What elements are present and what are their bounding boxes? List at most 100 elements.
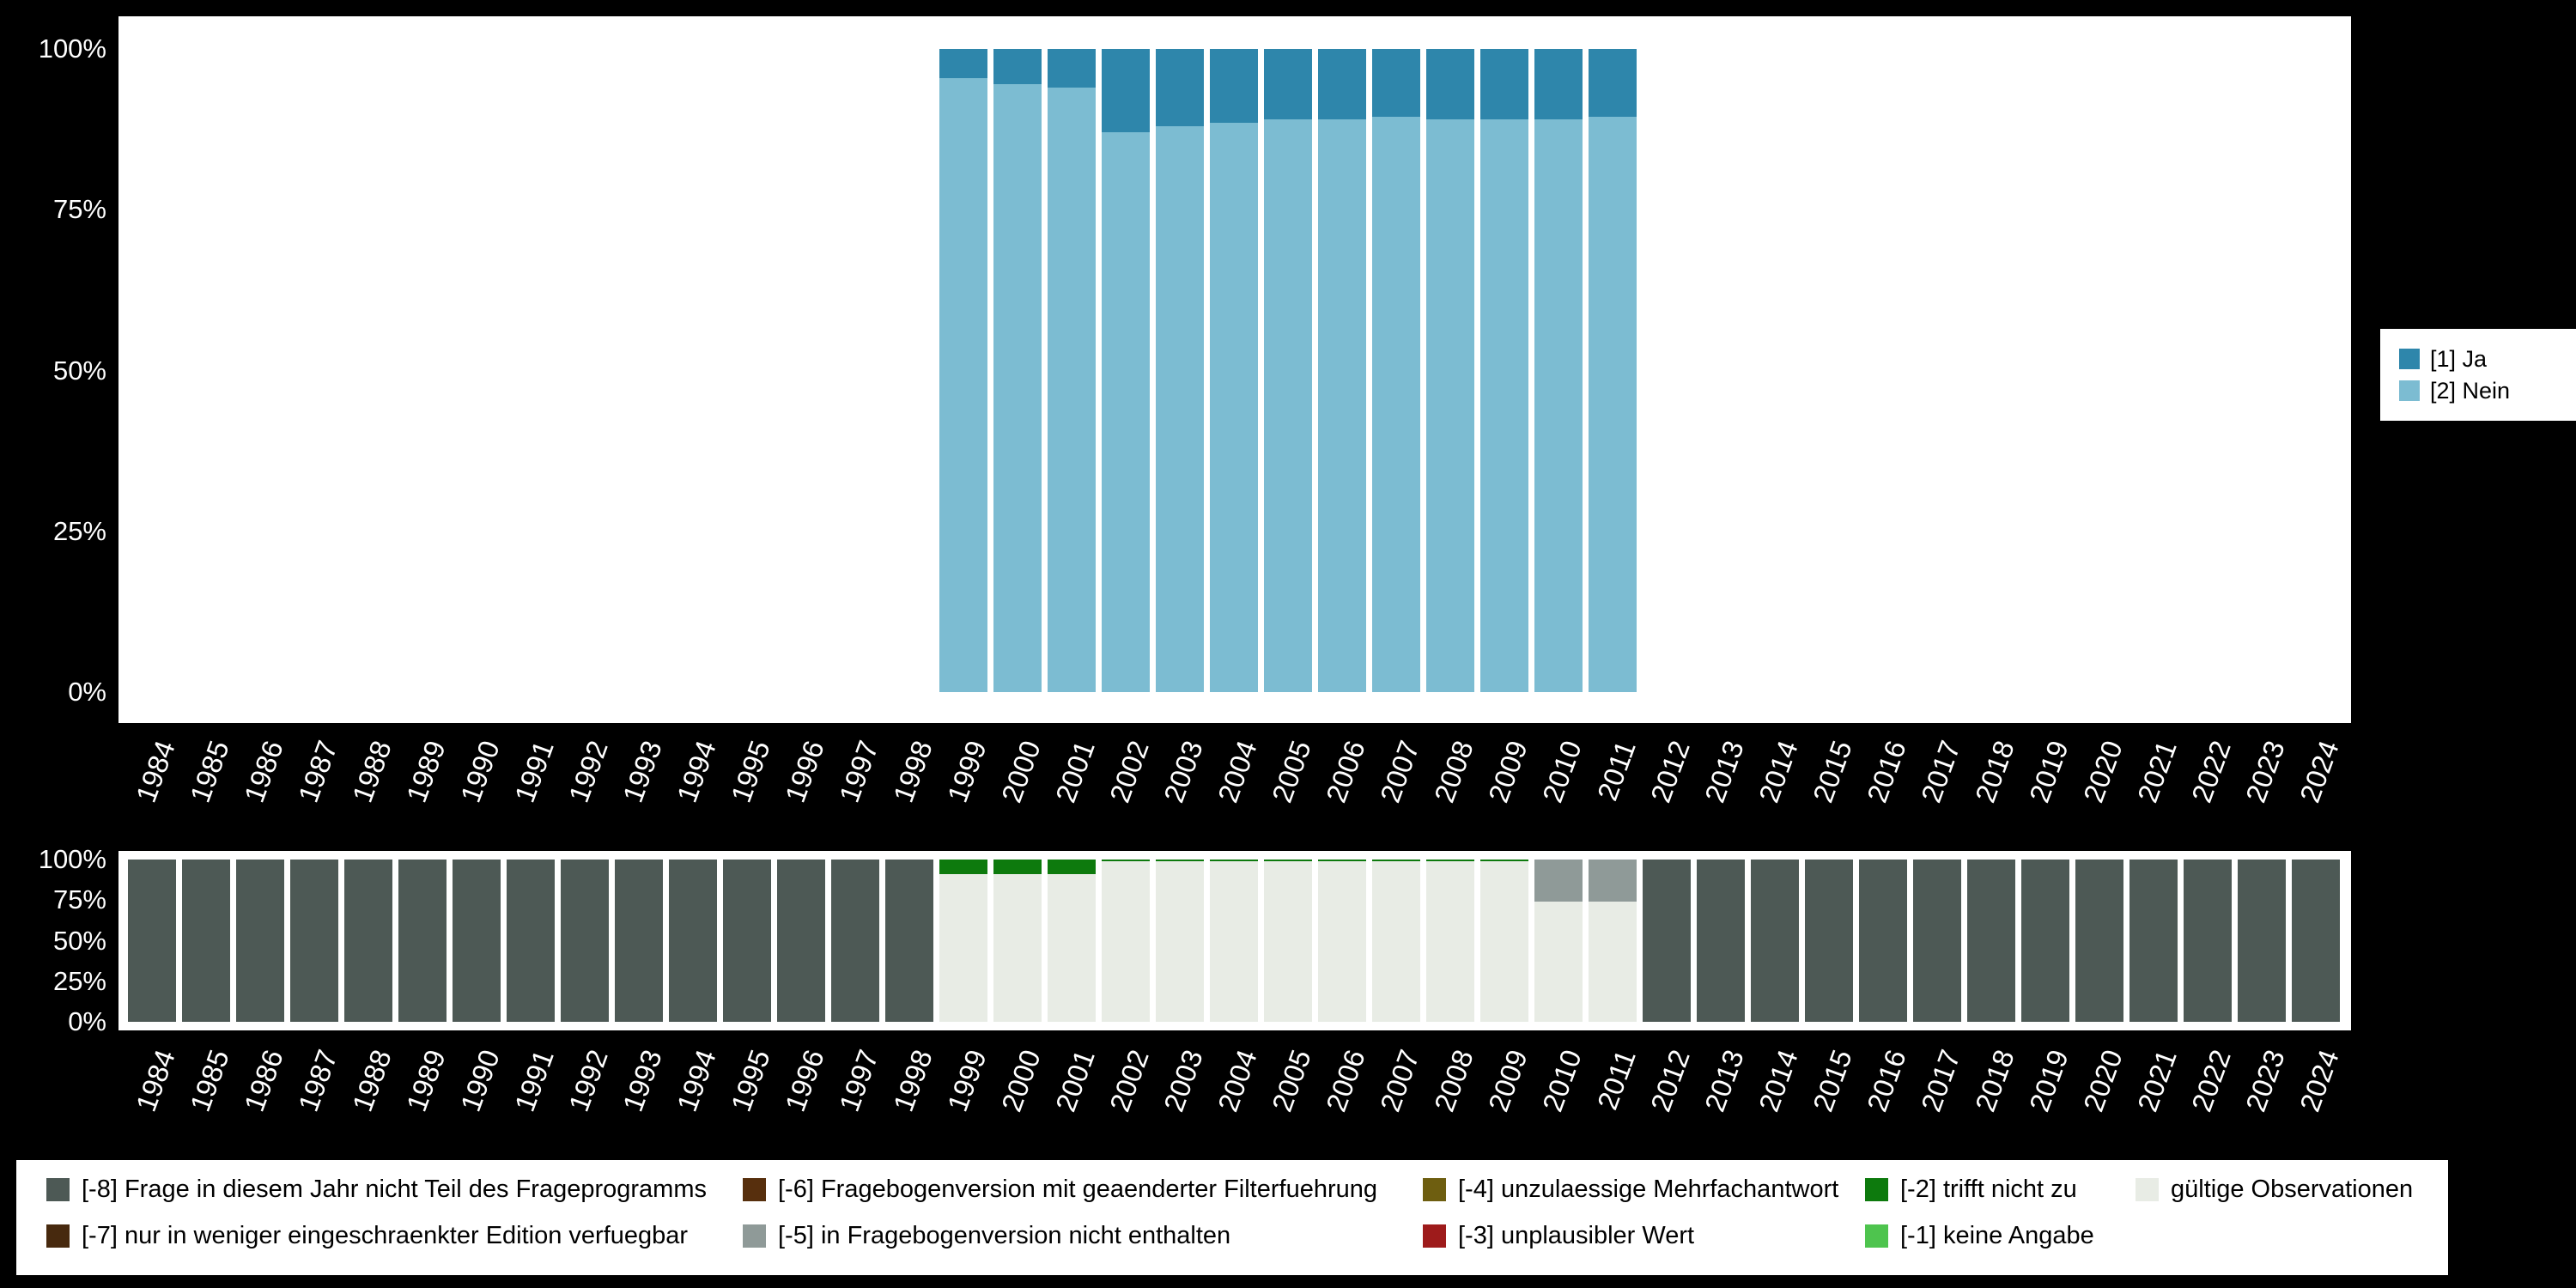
bar-segment [1426,119,1474,692]
bar-segment [1589,902,1637,1022]
legend-color-swatch [2399,380,2420,401]
legend-label: [-2] trifft nicht zu [1900,1175,2077,1203]
bar-segment [1210,860,1258,1022]
bar-segment [1156,125,1204,692]
bar-segment [993,49,1042,85]
bar-segment [1480,860,1528,1022]
missing-legend-item: [-7] nur in weniger eingeschraenkter Edi… [46,1218,688,1253]
bar-segment [1156,860,1204,1022]
legend-color-swatch [1423,1177,1446,1201]
bar-segment [939,77,987,692]
legend-color-swatch [46,1224,70,1248]
y-tick-label: 0% [68,1006,106,1036]
bar-segment [128,860,176,1022]
missing-codes-legend: [-8] Frage in diesem Jahr nicht Teil des… [16,1160,2448,1275]
bar-segment [1048,87,1096,692]
bar-segment [1426,860,1474,861]
bar-segment [1264,119,1312,692]
bar-segment [1859,860,1907,1022]
y-tick-label: 25% [52,515,106,546]
legend-label: [-3] unplausibler Wert [1458,1221,1695,1249]
bar-segment [1102,860,1150,1022]
bar-segment [1372,116,1420,692]
bar-segment [1534,49,1583,120]
legend-label: [1] Ja [2430,345,2488,372]
bar-segment [939,874,987,1022]
legend-label: gültige Observationen [2171,1175,2414,1203]
bar-segment [1102,49,1150,133]
series-legend-item: [2] Nein [2399,378,2576,404]
bar-segment [1426,860,1474,1022]
legend-color-swatch [1865,1177,1888,1201]
answers-chart-panel [118,16,2351,723]
bar-segment [939,49,987,78]
bar-segment [615,860,663,1022]
bar-segment [1480,119,1528,692]
bar-segment [1048,49,1096,88]
legend-color-swatch [743,1177,766,1201]
bar-segment [1210,860,1258,861]
bar-segment [1480,860,1528,861]
bar-segment [1751,860,1799,1022]
bar-segment [723,860,771,1022]
missing-legend-item: [-3] unplausibler Wert [1423,1218,1694,1253]
legend-color-swatch [2399,349,2420,369]
y-tick-label: 25% [52,965,106,996]
bar-segment [507,860,555,1022]
legend-label: [-6] Fragebogenversion mit geaenderter F… [778,1175,1377,1203]
bar-segment [1318,860,1366,861]
bar-segment [2184,860,2232,1022]
bar-segment [1156,49,1204,126]
y-tick-label: 100% [38,844,106,874]
missing-legend-item: [-8] Frage in diesem Jahr nicht Teil des… [46,1172,707,1206]
bar-segment [1426,49,1474,120]
bar-segment [453,860,501,1022]
legend-color-swatch [1423,1224,1446,1248]
bar-segment [993,860,1042,874]
bar-segment [1967,860,2015,1022]
bar-segment [1913,860,1961,1022]
legend-label: [-4] unzulaessige Mehrfachantwort [1458,1175,1839,1203]
missing-legend-item: [-5] in Fragebogenversion nicht enthalte… [743,1218,1230,1253]
bar-segment [182,860,230,1022]
missing-legend-item: gültige Observationen [2136,1172,2413,1206]
series-legend-item: [1] Ja [2399,346,2576,373]
bar-segment [1589,49,1637,117]
bar-segment [831,860,879,1022]
bar-segment [1643,860,1691,1022]
legend-label: [-1] keine Angabe [1900,1221,2094,1249]
legend-color-swatch [743,1224,766,1248]
series-legend: [1] Ja [2] Nein [2380,329,2576,421]
bar-segment [1372,49,1420,117]
missing-legend-item: [-4] unzulaessige Mehrfachantwort [1423,1172,1838,1206]
bar-segment [885,860,933,1022]
y-tick-label: 75% [52,884,106,915]
bar-segment [777,860,825,1022]
bar-segment [1697,860,1745,1022]
bar-segment [290,860,338,1022]
bar-segment [993,84,1042,692]
bar-segment [1264,49,1312,120]
bar-segment [1264,860,1312,1022]
bar-segment [1805,860,1853,1022]
legend-label: [-7] nur in weniger eingeschraenkter Edi… [82,1221,689,1249]
bar-segment [1048,874,1096,1022]
bar-segment [2292,860,2340,1022]
bar-segment [2075,860,2123,1022]
bar-segment [1480,49,1528,120]
legend-label: [-5] in Fragebogenversion nicht enthalte… [778,1221,1231,1249]
bar-segment [1264,860,1312,861]
missing-codes-chart-panel [118,851,2351,1030]
bar-segment [1534,119,1583,692]
legend-color-swatch [1865,1224,1888,1248]
bar-segment [398,860,447,1022]
missing-legend-item: [-6] Fragebogenversion mit geaenderter F… [743,1172,1377,1206]
legend-label: [-8] Frage in diesem Jahr nicht Teil des… [82,1175,707,1203]
bar-segment [993,874,1042,1022]
legend-label: [2] Nein [2430,377,2511,404]
bar-segment [1102,860,1150,861]
bar-segment [1372,860,1420,861]
bar-segment [2021,860,2069,1022]
y-tick-label: 50% [52,355,106,386]
missing-legend-item: [-2] trifft nicht zu [1865,1172,2077,1206]
